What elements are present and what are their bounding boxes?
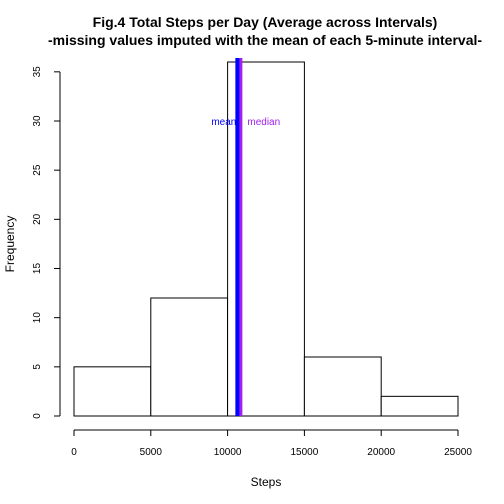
x-tick-label: 25000 — [444, 447, 472, 458]
x-axis: 0 5000 10000 15000 20000 25000 — [71, 429, 472, 458]
x-tick-label: 10000 — [214, 447, 242, 458]
y-tick-label: 30 — [32, 115, 43, 127]
histogram-bar-3 — [303, 356, 382, 417]
y-tick-label: 20 — [32, 213, 43, 225]
y-tick-label: 10 — [32, 312, 43, 324]
chart-subtitle: -missing values imputed with the mean of… — [48, 32, 482, 48]
x-tick-label: 15000 — [290, 447, 318, 458]
x-axis-label: Steps — [251, 475, 282, 489]
mean-label: mean — [211, 117, 236, 128]
bars-group — [73, 61, 459, 417]
y-tick-label: 5 — [32, 364, 43, 370]
histogram-bar-0 — [73, 366, 152, 417]
median-label: median — [247, 117, 280, 128]
histogram-bar-4 — [380, 395, 459, 417]
reference-lines-group: mean median — [211, 58, 280, 416]
y-tick-label: 25 — [32, 164, 43, 176]
y-tick-label: 0 — [32, 413, 43, 419]
y-tick-label: 15 — [32, 263, 43, 275]
chart-title: Fig.4 Total Steps per Day (Average acros… — [93, 14, 438, 30]
x-tick-label: 5000 — [140, 447, 163, 458]
y-tick-label: 35 — [32, 66, 43, 78]
x-tick-label: 0 — [71, 447, 77, 458]
y-axis: 0 5 10 15 20 25 30 35 — [32, 66, 61, 419]
histogram-bar-1 — [150, 297, 229, 417]
y-axis-label: Frequency — [3, 216, 17, 273]
x-tick-label: 20000 — [367, 447, 395, 458]
